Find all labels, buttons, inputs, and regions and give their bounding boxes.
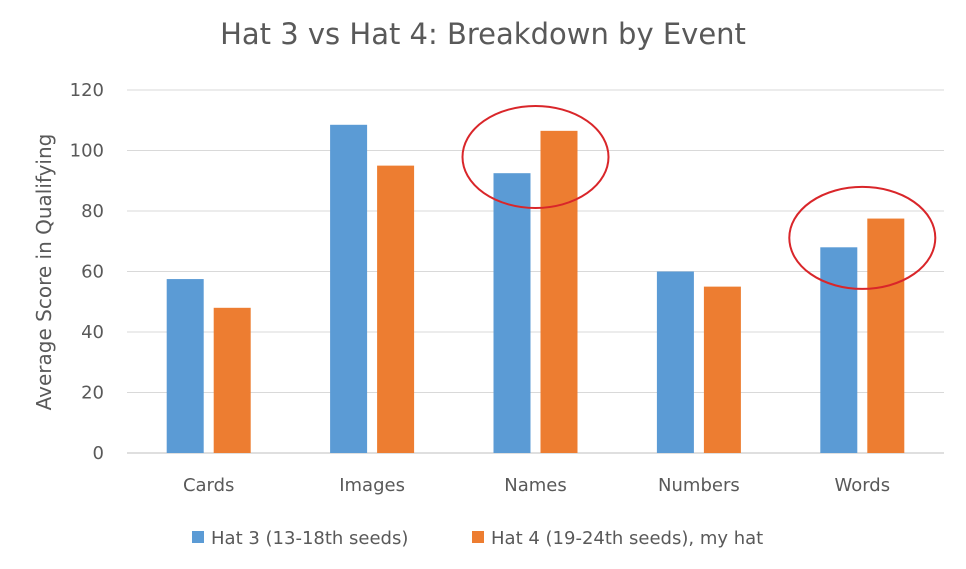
y-axis-label: Average Score in Qualifying	[32, 134, 56, 411]
bar-images-series-1	[330, 124, 368, 453]
bar-words-series-1	[820, 247, 858, 453]
y-tick-label: 20	[81, 383, 104, 404]
legend-swatch-series-1	[192, 531, 204, 543]
bar-names-series-1	[493, 173, 531, 453]
y-tick-label: 60	[81, 262, 104, 283]
legend: Hat 3 (13-18th seeds) Hat 4 (19-24th seed…	[192, 528, 763, 549]
x-tick-label: Words	[834, 475, 890, 496]
annotation-ellipse-names	[461, 105, 610, 210]
bar-images-series-2	[377, 165, 415, 453]
y-tick-label: 100	[70, 141, 104, 162]
chart-title: Hat 3 vs Hat 4: Breakdown by Event	[220, 17, 746, 51]
x-tick-label: Images	[339, 475, 405, 496]
y-tick-label: 0	[93, 443, 104, 464]
annotations	[461, 105, 937, 290]
gridlines	[127, 89, 944, 454]
y-tick-label: 40	[81, 322, 104, 343]
x-tick-label: Numbers	[658, 475, 740, 496]
bar-names-series-2	[540, 130, 578, 453]
legend-swatch-series-2	[472, 531, 484, 543]
annotation-ellipse-words	[788, 185, 937, 290]
x-tick-label: Names	[504, 475, 566, 496]
bar-cards-series-2	[213, 307, 251, 453]
legend-label-series-1: Hat 3 (13-18th seeds)	[211, 528, 408, 549]
bar-numbers-series-1	[656, 271, 694, 453]
legend-label-series-2: Hat 4 (19-24th seeds), my hat	[491, 528, 763, 549]
bar-numbers-series-2	[703, 286, 741, 453]
tick-labels: 0 20 40 60 80 100 120 Cards Images Names Numbers Wo…	[70, 80, 890, 496]
bar-words-series-2	[867, 218, 905, 453]
bar-cards-series-1	[166, 279, 204, 453]
bars	[166, 124, 905, 453]
y-tick-label: 80	[81, 201, 104, 222]
x-tick-label: Cards	[183, 475, 235, 496]
y-tick-label: 120	[70, 80, 104, 101]
